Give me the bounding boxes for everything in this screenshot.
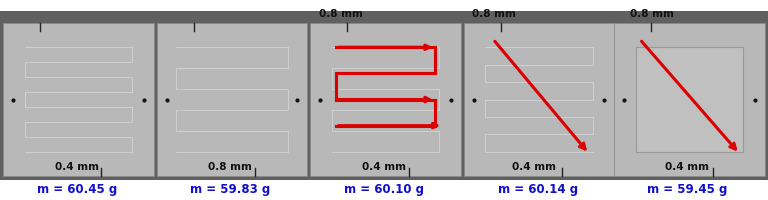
Text: 0.8 mm: 0.8 mm: [319, 9, 362, 19]
Text: 0.4 mm: 0.4 mm: [55, 161, 99, 171]
Text: m = 60.14 g: m = 60.14 g: [498, 183, 578, 195]
Bar: [157, 24, 307, 176]
Bar: [614, 24, 765, 176]
Bar: [636, 48, 743, 152]
Text: 0.4 mm: 0.4 mm: [665, 161, 710, 171]
Bar: [0, 12, 768, 180]
Text: m = 60.10 g: m = 60.10 g: [344, 183, 424, 195]
Text: 0.8 mm: 0.8 mm: [472, 9, 516, 19]
Bar: [464, 24, 614, 176]
Bar: [3, 24, 154, 176]
Text: m = 59.83 g: m = 59.83 g: [190, 183, 270, 195]
Text: 0.8 mm: 0.8 mm: [630, 9, 674, 19]
Bar: [310, 24, 461, 176]
Text: 0.8 mm: 0.8 mm: [208, 161, 253, 171]
Text: m = 59.45 g: m = 59.45 g: [647, 183, 727, 195]
Text: 0.4 mm: 0.4 mm: [362, 161, 406, 171]
Text: m = 60.45 g: m = 60.45 g: [37, 183, 117, 195]
Text: 0.4 mm: 0.4 mm: [511, 161, 556, 171]
